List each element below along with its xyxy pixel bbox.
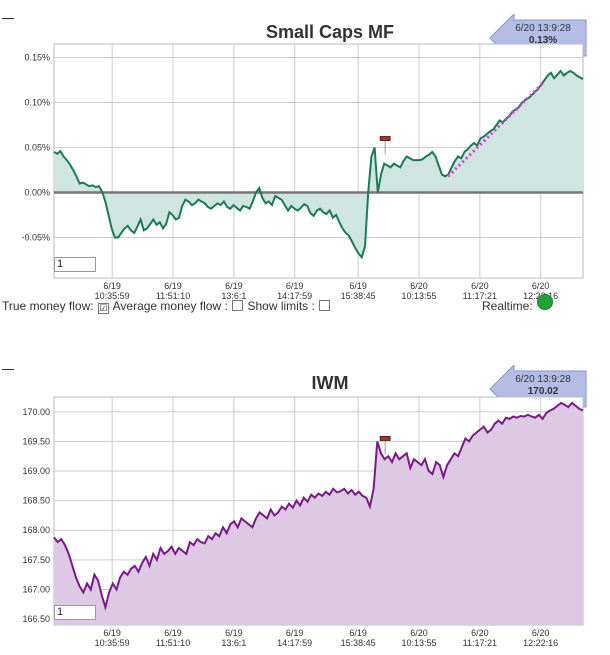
series-line [53,69,584,260]
controls-row: True money flow: ☑ Average money flow : … [2,299,331,314]
series-line [53,401,584,611]
x-tick-label-date: 6/19 [286,628,304,638]
x-tick-label-time: 13:6:1 [221,638,246,648]
y-tick-label: 0.00% [24,188,50,198]
x-tick-label-date: 6/20 [471,628,489,638]
x-tick-label-time: 10:35:59 [95,291,130,300]
x-tick-label-date: 6/19 [349,281,367,291]
callout-value: 0.13% [528,35,558,46]
x-tick-label-time: 11:17:21 [463,291,497,300]
x-tick-label-time: 15:38:45 [341,291,376,300]
collapse-dash-icon[interactable] [2,369,14,370]
y-tick-label: 169.00 [22,466,50,476]
y-tick-label: 169.50 [22,436,50,446]
x-tick-label-date: 6/19 [103,628,121,638]
mf-plot[interactable]: 6/1910:35:596/1911:51:106/1913:6:16/1914… [0,0,610,300]
collapse-dash-icon[interactable] [2,18,14,19]
realtime-status-indicator [537,294,553,310]
callout-date: 6/20 13:9:28 [515,374,571,385]
average-money-flow-line [447,81,545,178]
callout-value: 170.02 [527,386,559,397]
x-tick-label-time: 10:35:59 [95,638,130,648]
x-tick-label-date: 6/19 [349,628,367,638]
x-tick-label-time: 10:13:55 [401,638,436,648]
series-area [54,71,583,258]
iwm-panel: IWM 6/20 13:9:28 170.02 6/19 10:35:59 6/19… [0,362,610,655]
x-tick-label-date: 6/19 [225,281,243,291]
event-marker-icon [379,136,391,141]
x-tick-label-time: 14:17:59 [277,638,312,648]
x-tick-label-time: 12:22:16 [523,638,558,648]
x-tick-label-date: 6/19 [286,281,304,291]
chart-title-iwm: IWM [311,373,349,393]
y-tick-label: 167.50 [22,555,50,565]
chart-title-mf: Small Caps MF [265,22,395,42]
x-tick-label-date: 6/19 [103,281,121,291]
y-tick-label: 170.00 [22,407,50,417]
zoom-input-mf[interactable]: 1 [54,257,96,272]
x-tick-label-time: 15:38:45 [341,638,376,648]
show-limits-label: Show limits : [247,299,315,313]
x-tick-label-date: 6/19 [164,628,182,638]
small-caps-mf-panel: Small Caps MF 6/20 13:9:28 0.13% 6/19 10:… [0,0,610,320]
average-money-flow-label: Average money flow : [112,299,228,313]
y-tick-label: 166.50 [22,614,50,624]
series-area [54,402,583,625]
x-tick-label-time: 10:13:55 [401,291,436,300]
x-tick-label-time: 13:6:1 [221,291,246,300]
y-tick-label: 168.50 [22,496,50,506]
realtime-label: Realtime: [482,299,533,313]
average-money-flow-checkbox[interactable] [232,300,244,311]
true-money-flow-label: True money flow: [2,299,94,313]
x-tick-label-time: 11:51:10 [156,291,190,300]
y-tick-label: 0.15% [24,53,50,63]
event-marker-icon [379,436,391,441]
iwm-plot[interactable]: 6/1910:35:596/1911:51:106/1913:6:16/1914… [0,362,610,655]
true-money-flow-checkbox[interactable]: ☑ [97,303,109,314]
x-tick-label-date: 6/20 [410,628,428,638]
x-tick-label-time: 14:17:59 [277,291,312,300]
x-tick-label-time: 11:17:21 [463,638,497,648]
show-limits-checkbox[interactable] [319,300,331,311]
y-tick-label: 167.00 [22,584,50,594]
x-tick-label-date: 6/20 [532,281,550,291]
x-tick-label-date: 6/19 [164,281,182,291]
y-tick-label: 0.10% [24,98,50,108]
x-tick-label-date: 6/20 [410,281,428,291]
x-tick-label-time: 11:51:10 [156,638,190,648]
y-tick-label: 0.05% [24,143,50,153]
y-tick-label: -0.05% [21,233,50,243]
x-tick-label-date: 6/20 [532,628,550,638]
y-tick-label: 168.00 [22,525,50,535]
x-tick-label-date: 6/19 [225,628,243,638]
callout-date: 6/20 13:9:28 [515,23,571,34]
x-tick-label-date: 6/20 [471,281,489,291]
zoom-input-iwm[interactable]: 1 [54,605,96,620]
